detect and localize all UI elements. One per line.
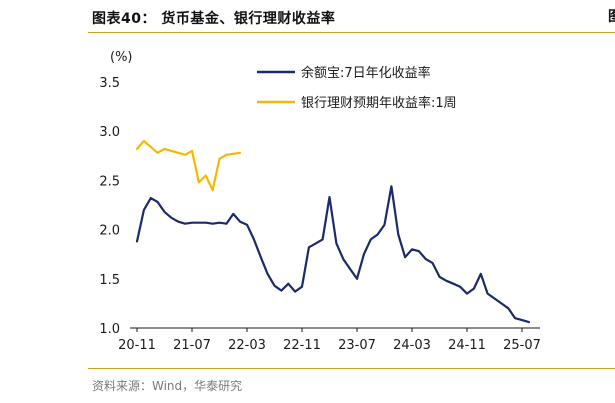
y-tick-label: 1.5 xyxy=(99,273,120,288)
series-line-2 xyxy=(135,139,242,192)
source-note: 资料来源：Wind，华泰研究 xyxy=(92,379,243,393)
x-tick-label: 23-07 xyxy=(338,338,376,353)
x-tick-label: 22-03 xyxy=(228,338,266,353)
x-tick-label: 24-03 xyxy=(393,338,431,353)
y-unit-label: (%) xyxy=(110,50,133,65)
x-tick-label: 24-11 xyxy=(448,338,486,353)
y-tick-label: 3.5 xyxy=(99,76,120,91)
legend-label-1: 余额宝:7日年化收益率 xyxy=(301,65,431,81)
chart-svg: (%) 1.0 1.5 2.0 2.5 3.0 3.5 20-11 21-07 22-03 22… xyxy=(99,50,541,353)
x-tick-label: 20-11 xyxy=(118,338,156,353)
title-rule xyxy=(88,32,615,33)
x-axis: 20-11 21-07 22-03 22-11 23-07 24-03 24-11 25-07 xyxy=(118,327,541,353)
y-tick-label: 2.5 xyxy=(99,174,120,189)
adjacent-figure-title-fragment: 图 xyxy=(608,6,615,26)
chart-title: 图表40： 货币基金、银行理财收益率 xyxy=(92,11,336,27)
series-line-1 xyxy=(135,185,530,324)
y-tick-label: 1.0 xyxy=(99,322,120,337)
legend-label-2: 银行理财预期年收益率:1周 xyxy=(301,95,457,111)
y-tick-label: 3.0 xyxy=(99,125,120,140)
x-tick-label: 25-07 xyxy=(503,338,541,353)
y-axis: 1.0 1.5 2.0 2.5 3.0 3.5 xyxy=(99,76,120,337)
series-layer xyxy=(135,139,530,324)
source-rule xyxy=(88,368,615,369)
y-tick-label: 2.0 xyxy=(99,224,120,239)
x-tick-label: 22-11 xyxy=(283,338,321,353)
x-tick-label: 21-07 xyxy=(173,338,211,353)
